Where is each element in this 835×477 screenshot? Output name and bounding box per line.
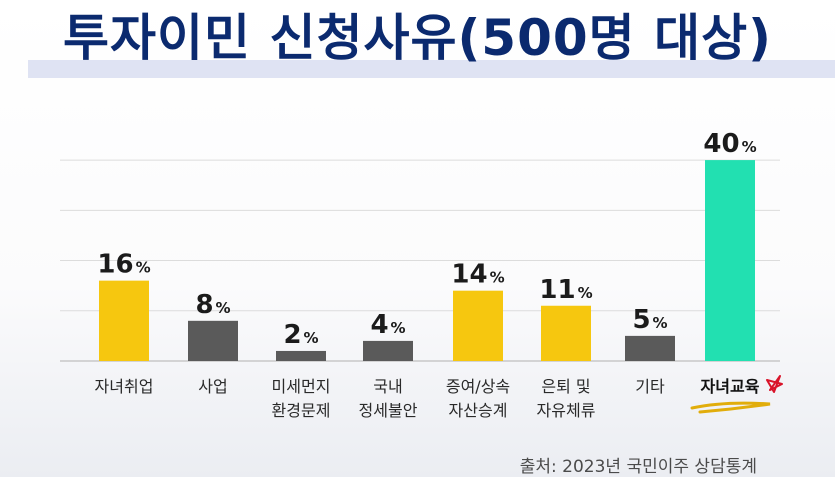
category-label-7: 기타 [635, 377, 665, 396]
category-label-3-line-2: 환경문제 [272, 401, 331, 420]
page-title: 투자이민 신청사유(500명 대상) [63, 9, 772, 67]
bar-3 [276, 350, 326, 361]
data-label-4: 4% [370, 310, 405, 340]
bar-1 [99, 280, 149, 361]
category-label-8: 자녀교육 [701, 377, 760, 396]
category-label-6-line-1: 은퇴 및 [541, 377, 590, 396]
data-label-7: 5% [632, 305, 667, 335]
bar-8 [705, 160, 755, 361]
data-label-6: 11% [539, 275, 592, 305]
source-note: 출처: 2023년 국민이주 상담통계 [519, 457, 757, 477]
category-label-4-line-2: 정세불안 [359, 401, 418, 420]
bar-4 [363, 340, 413, 361]
bar-2 [188, 320, 238, 361]
data-label-5: 14% [451, 260, 504, 290]
data-label-1: 16% [97, 250, 150, 280]
bar-6 [541, 305, 591, 361]
category-label-5-line-2: 자산승계 [449, 401, 508, 420]
data-label-2: 8% [195, 290, 230, 320]
category-label-2: 사업 [198, 377, 227, 396]
title-highlight-band [28, 60, 835, 78]
highlight-underline [690, 401, 771, 414]
data-label-3: 2% [283, 320, 318, 350]
category-label-3-line-1: 미세먼지 [272, 377, 331, 396]
data-label-8: 40% [703, 129, 756, 159]
category-label-5-line-1: 증여/상속 [446, 377, 510, 396]
star-mark-icon [766, 375, 783, 393]
category-label-6-line-2: 자유체류 [537, 401, 596, 420]
bar-7 [625, 335, 675, 361]
bar-5 [453, 290, 503, 361]
category-label-1: 자녀취업 [95, 377, 154, 396]
category-label-4-line-1: 국내 [373, 377, 402, 396]
